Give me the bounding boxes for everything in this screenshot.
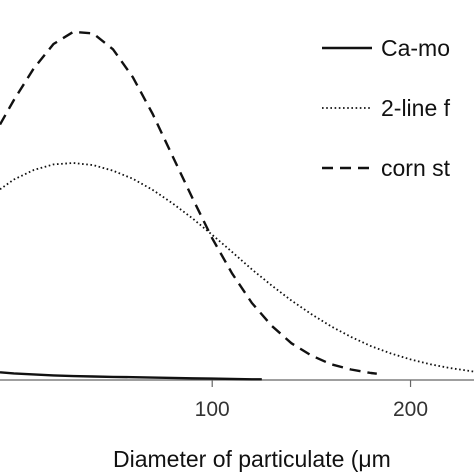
x-tick-label: 200 (393, 398, 428, 421)
legend-label-1: Ca-mo (381, 35, 450, 61)
legend: Ca-mo 2-line f corn st (322, 35, 451, 181)
x-tick-label: 100 (195, 398, 230, 421)
series-line-3 (0, 30, 377, 375)
x-axis: 100 200 (0, 379, 474, 421)
legend-label-3: corn st (381, 155, 451, 181)
series-line-2 (0, 162, 474, 373)
x-axis-title: Diameter of particulate (μm (113, 446, 391, 472)
plot-area (0, 30, 474, 381)
series-line-1 (0, 371, 262, 381)
legend-label-2: 2-line f (381, 95, 451, 121)
